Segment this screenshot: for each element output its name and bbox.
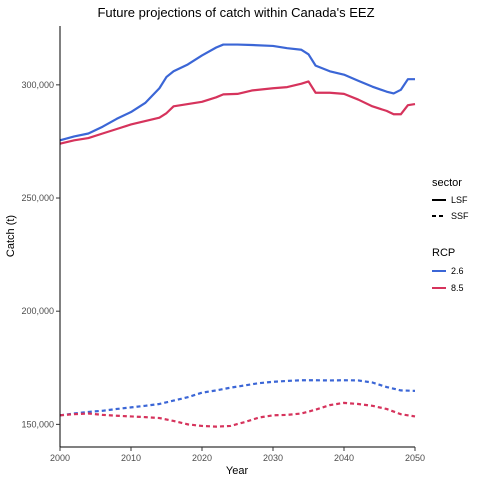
x-tick-label: 2010 — [121, 453, 141, 463]
series-line-ssf-rcp-8-5 — [59, 401, 416, 428]
series-layer — [59, 43, 416, 428]
y-tick-label: 150,000 — [21, 419, 54, 429]
y-tick-label: 300,000 — [21, 80, 54, 90]
series-line-ssf-rcp-2-6 — [59, 379, 416, 417]
legend-label-lsf: LSF — [451, 195, 468, 205]
y-tick-label: 250,000 — [21, 193, 54, 203]
series-line-lsf-rcp-8-5 — [59, 80, 416, 145]
x-tick-label: 2020 — [192, 453, 212, 463]
legend-title-rcp: RCP — [432, 247, 455, 259]
plot-area: 2000 2010 2020 2030 2040 2050 150,000 200,000 2… — [21, 26, 425, 463]
y-axis-ticks: 150,000 200,000 250,000 300,000 — [21, 80, 60, 429]
series-line-lsf-rcp-2-6 — [59, 43, 415, 142]
legend-label-rcp-8-5: 8.5 — [451, 283, 464, 293]
legend-title-sector: sector — [432, 177, 462, 189]
x-axis-ticks: 2000 2010 2020 2030 2040 2050 — [50, 447, 425, 463]
chart-title: Future projections of catch within Canad… — [97, 5, 374, 20]
x-tick-label: 2000 — [50, 453, 70, 463]
legend-label-ssf: SSF — [451, 211, 469, 221]
x-tick-label: 2050 — [405, 453, 425, 463]
x-axis-title: Year — [226, 465, 249, 477]
y-axis-title: Catch (t) — [5, 215, 17, 257]
legend-label-rcp-2-6: 2.6 — [451, 266, 464, 276]
legend: sector LSF SSF RCP 2.6 8.5 — [432, 177, 469, 293]
x-tick-label: 2030 — [263, 453, 283, 463]
x-tick-label: 2040 — [334, 453, 354, 463]
y-tick-label: 200,000 — [21, 306, 54, 316]
